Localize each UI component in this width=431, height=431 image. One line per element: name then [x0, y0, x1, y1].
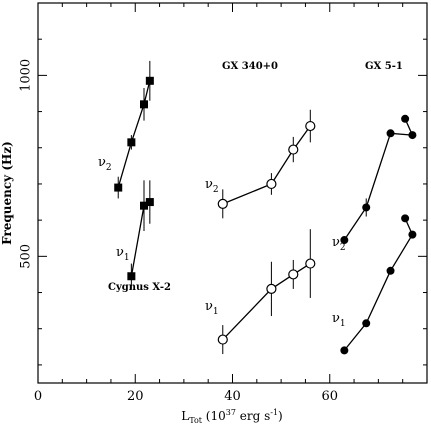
- x-tick-label: 20: [127, 389, 144, 404]
- series-label-gx340-nu1: ν1: [205, 299, 219, 317]
- data-point: [386, 129, 395, 138]
- data-point: [408, 131, 417, 140]
- data-point: [266, 178, 277, 190]
- y-axis-label: Frequency (Hz): [0, 141, 14, 245]
- source-label-gx5: GX 5-1: [365, 61, 403, 72]
- data-point: [127, 138, 136, 147]
- series-label-cyg-nu2: ν2: [98, 155, 112, 173]
- data-point: [362, 319, 371, 328]
- series-label-gx5-nu2: ν2: [332, 235, 346, 253]
- y-tick-label: 500: [19, 244, 34, 269]
- x-axis-label: LTot (1037 erg s-1): [181, 408, 282, 425]
- data-point: [140, 201, 149, 210]
- data-point: [305, 258, 316, 269]
- source-label-gx340: GX 340+0: [222, 61, 278, 72]
- data-point: [340, 236, 349, 245]
- data-point: [386, 266, 395, 275]
- series-line: [222, 125, 311, 205]
- data-point: [362, 203, 371, 212]
- data-point: [217, 334, 228, 345]
- data-point: [305, 120, 316, 132]
- data-point: [140, 100, 149, 109]
- data-point: [127, 272, 136, 281]
- data-point: [114, 183, 123, 192]
- data-point: [408, 230, 417, 239]
- x-tick-label: 60: [321, 389, 338, 404]
- series-line: [343, 132, 413, 241]
- series-label-cyg-nu1: ν1: [116, 245, 130, 263]
- data-point: [340, 346, 349, 355]
- series-line: [130, 201, 151, 277]
- series-label-gx5-nu1: ν1: [332, 311, 346, 329]
- series-line: [343, 234, 413, 351]
- source-label-cygnus: Cygnus X-2: [108, 282, 171, 293]
- series-label-gx340-nu2: ν2: [205, 177, 219, 195]
- series-line: [222, 263, 311, 341]
- tick-labels: 0 20 40 60 500 1000: [19, 59, 339, 404]
- data-point: [288, 269, 299, 280]
- data-point: [266, 283, 277, 295]
- data-point: [288, 144, 299, 155]
- data-markers: [114, 76, 417, 355]
- series-lines: [117, 80, 414, 351]
- data-point: [401, 114, 410, 123]
- x-tick-label: 40: [224, 389, 241, 404]
- error-bars: [117, 60, 367, 355]
- x-tick-label: 0: [34, 389, 42, 404]
- data-point: [401, 214, 410, 223]
- data-point: [145, 76, 154, 85]
- series-line: [117, 80, 151, 188]
- data-point: [217, 198, 228, 209]
- data-point: [145, 198, 154, 207]
- axis-ticks: [37, 3, 427, 383]
- y-tick-label: 1000: [19, 59, 34, 92]
